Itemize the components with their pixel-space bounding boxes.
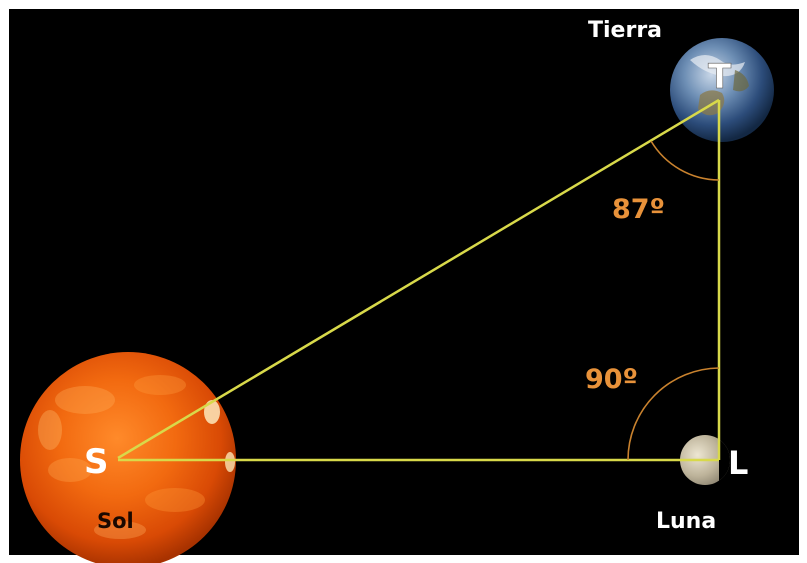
earth-letter: T [708,57,732,97]
sun-flare [204,400,220,424]
sun [20,352,236,563]
moon-dark-side [719,435,730,485]
earth-land [733,70,749,92]
sun-letter: S [84,442,109,482]
line-sun-earth [117,98,720,460]
earth-name: Tierra [588,18,662,43]
sun-flare [225,452,235,472]
angle-arcs [627,140,720,461]
angle-label-earth: 87º [612,194,665,225]
angle-arc-moon [627,367,720,461]
sun-disc [20,352,236,563]
angle-label-moon: 90º [585,364,638,395]
moon-letter: L [728,444,748,482]
triangle [117,98,721,462]
earth-clouds [690,55,745,77]
moon-name: Luna [656,509,716,534]
angle-arc-earth [650,140,720,181]
sun-name: Sol [97,509,134,533]
sun-texture [38,375,205,539]
